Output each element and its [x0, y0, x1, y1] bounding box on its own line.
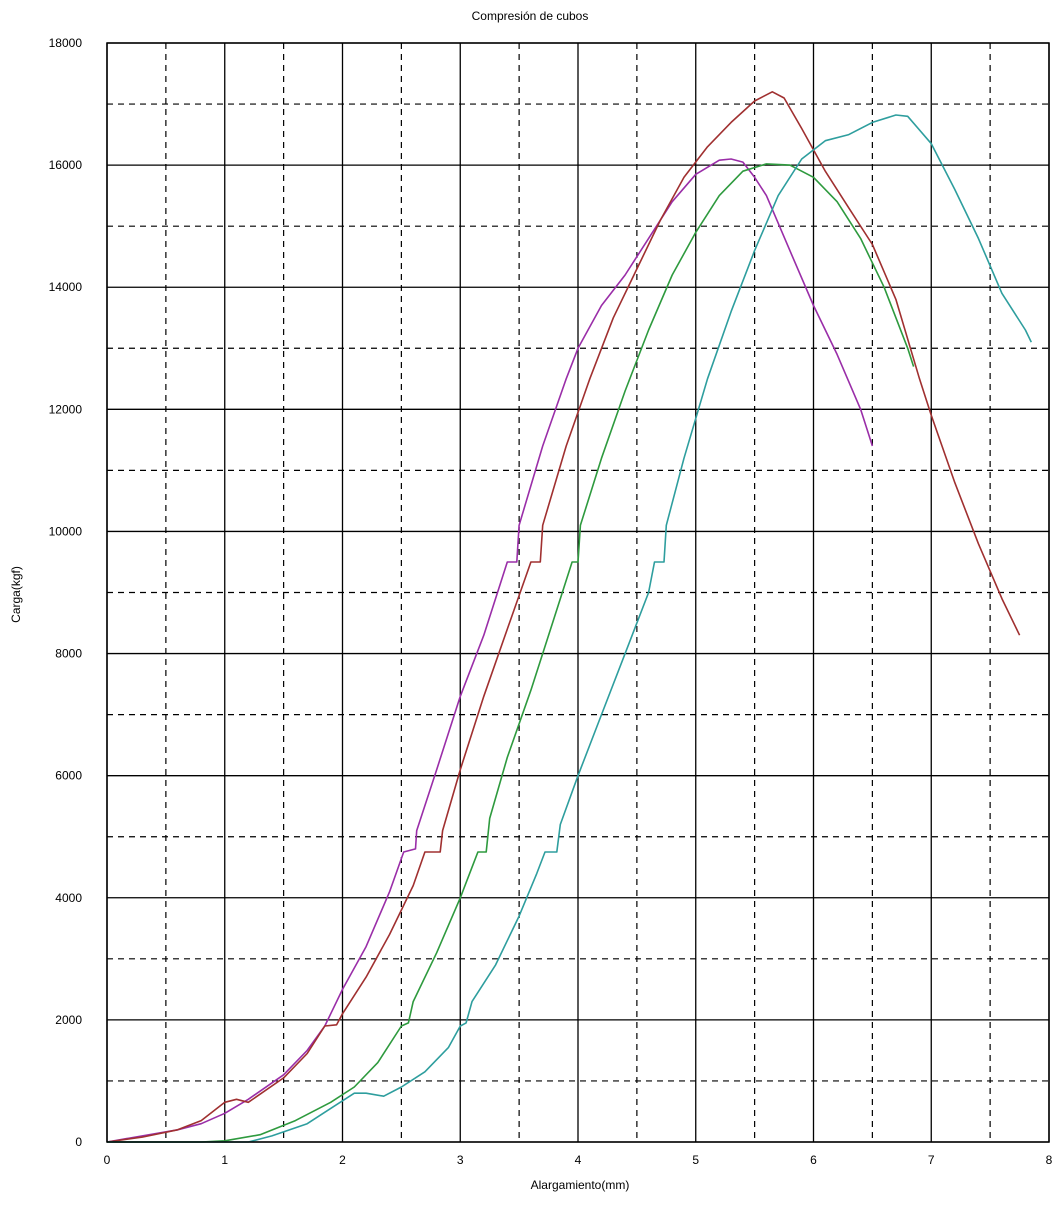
y-tick-label: 14000: [49, 280, 83, 294]
series-group: [106, 91, 1033, 1143]
chart-title: Compresión de cubos: [472, 9, 589, 23]
y-axis-label: Carga(kgf): [9, 566, 23, 623]
series-line-2: [106, 91, 1021, 1143]
x-tick-label: 6: [810, 1153, 817, 1167]
y-tick-label: 0: [75, 1135, 82, 1149]
x-tick-label: 0: [104, 1153, 111, 1167]
series-line-3: [107, 163, 915, 1143]
y-tick-label: 18000: [49, 36, 83, 50]
plot-frame: [106, 42, 1050, 1143]
y-tick-label: 8000: [55, 647, 82, 661]
x-tick-label: 7: [928, 1153, 935, 1167]
y-tick-label: 6000: [55, 769, 82, 783]
x-tick-label: 5: [692, 1153, 699, 1167]
x-axis-label: Alargamiento(mm): [531, 1178, 630, 1192]
y-tick-label: 16000: [49, 158, 83, 172]
y-tick-label: 4000: [55, 891, 82, 905]
x-tick-label: 3: [457, 1153, 464, 1167]
y-tick-label: 2000: [55, 1013, 82, 1027]
y-tick-label: 10000: [49, 524, 83, 538]
x-tick-label: 2: [339, 1153, 346, 1167]
x-tick-labels: 0 1 2 3 4 5 6 7 8: [104, 1153, 1053, 1167]
x-tick-label: 8: [1046, 1153, 1053, 1167]
x-tick-label: 1: [221, 1153, 228, 1167]
x-tick-label: 4: [575, 1153, 582, 1167]
y-tick-label: 12000: [49, 402, 83, 416]
series-line-4: [107, 114, 1033, 1143]
y-tick-labels: 0 2000 4000 6000 8000 10000 12000 14000 16000 180…: [49, 36, 83, 1149]
